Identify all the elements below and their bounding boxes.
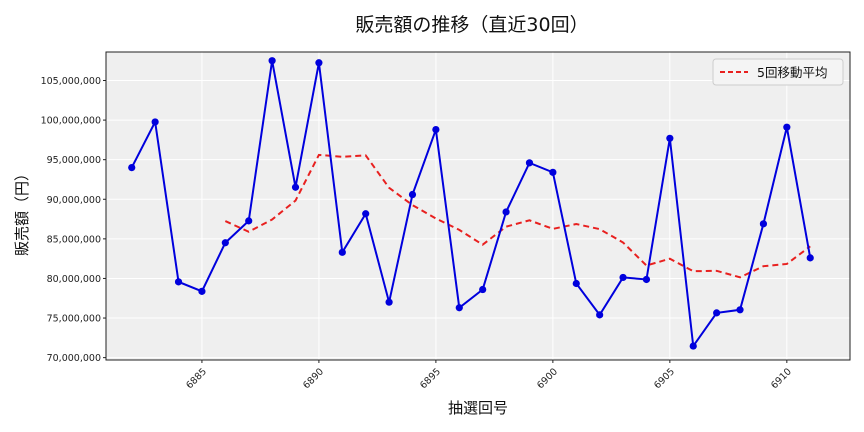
data-point-marker <box>689 342 697 350</box>
data-point-marker <box>806 254 814 262</box>
data-point-marker <box>338 248 346 256</box>
y-tick-label: 85,000,000 <box>47 234 101 245</box>
sales-path <box>130 60 812 349</box>
plot-frame <box>105 51 851 361</box>
x-tick-label: 6890 <box>301 366 326 391</box>
x-axis-ticks: 6885 6890 6895 6900 6905 6910 <box>184 360 794 391</box>
data-point-marker <box>362 210 370 218</box>
data-point-marker <box>479 285 487 294</box>
y-tick-label: 95,000,000 <box>47 155 101 166</box>
legend: 5回移動平均 <box>712 58 844 86</box>
y-tick-label: 100,000,000 <box>41 116 101 127</box>
y-axis-label: 販売額（円） <box>13 166 31 256</box>
moving-average-line <box>224 153 811 279</box>
data-point-marker <box>385 298 393 306</box>
data-point-marker <box>174 278 183 286</box>
data-point-marker <box>315 59 323 67</box>
plot-area <box>106 52 850 360</box>
data-point-marker <box>713 309 721 317</box>
data-point-marker <box>502 208 510 216</box>
data-point-marker <box>549 168 557 176</box>
data-point-marker <box>198 287 206 295</box>
sales-line <box>128 57 814 350</box>
data-point-marker <box>619 273 627 282</box>
data-point-marker <box>455 304 463 312</box>
data-point-marker <box>128 163 136 172</box>
data-point-marker <box>268 57 276 65</box>
x-tick-label: 6895 <box>418 366 443 391</box>
x-axis-label: 抽選回号 <box>448 399 508 417</box>
y-axis-ticks: 70,000,000 75,000,000 80,000,000 85,000,000… <box>41 76 106 364</box>
moving-average-path <box>224 153 811 279</box>
data-point-marker <box>759 220 768 228</box>
y-tick-label: 80,000,000 <box>47 274 101 285</box>
data-point-marker <box>151 118 159 126</box>
data-point-marker <box>432 125 440 134</box>
data-point-marker <box>245 217 253 225</box>
legend-box <box>712 58 844 86</box>
y-tick-label: 75,000,000 <box>47 314 101 325</box>
data-point-marker <box>736 306 744 314</box>
x-tick-label: 6900 <box>535 366 560 391</box>
data-point-marker <box>666 134 674 142</box>
data-point-marker <box>783 123 791 131</box>
y-tick-label: 105,000,000 <box>41 76 101 87</box>
grid-lines <box>106 52 850 360</box>
chart-title: 販売額の推移（直近30回） <box>355 14 588 36</box>
x-tick-label: 6885 <box>184 366 209 391</box>
data-point-marker <box>642 275 651 284</box>
data-point-marker <box>291 183 300 191</box>
y-tick-label: 70,000,000 <box>47 353 101 364</box>
data-point-marker <box>572 279 580 288</box>
legend-label: 5回移動平均 <box>757 65 827 80</box>
data-point-marker <box>408 190 417 199</box>
x-tick-label: 6910 <box>769 366 794 391</box>
data-point-marker <box>221 239 229 247</box>
data-point-marker <box>525 159 534 167</box>
x-tick-label: 6905 <box>652 366 677 391</box>
data-point-marker <box>596 311 604 319</box>
y-tick-label: 90,000,000 <box>47 195 101 206</box>
